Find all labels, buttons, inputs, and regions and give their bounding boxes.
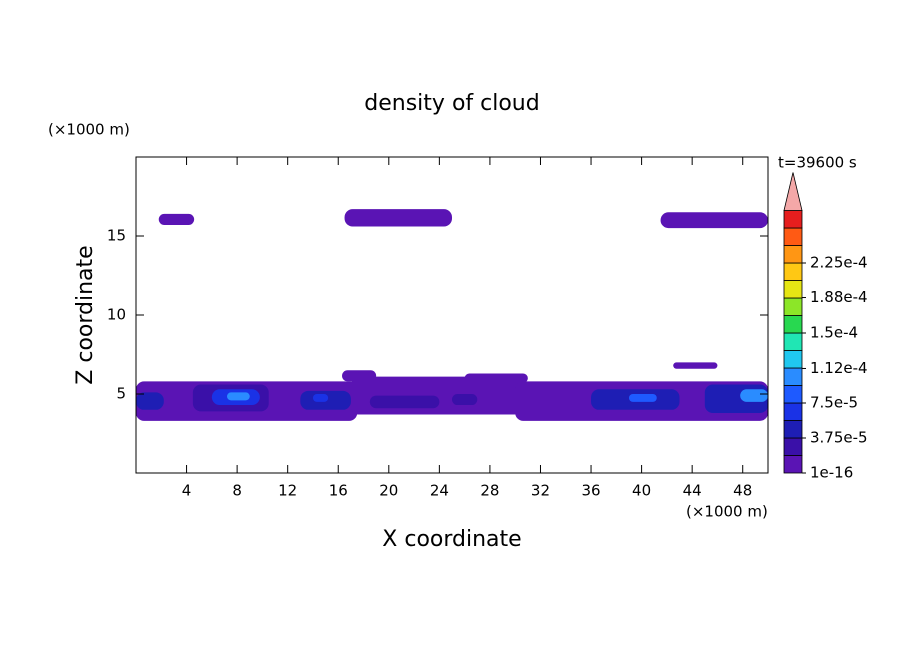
x-tick-label: 32 [531,482,550,500]
colorbar-label: 1.5e-4 [810,324,858,342]
colorbar-label: 7.5e-5 [810,394,858,412]
cloud-region [660,212,768,229]
colorbar-box [783,210,803,229]
x-tick-label: 20 [379,482,398,500]
y-tick-label: 10 [107,306,126,324]
colorbar-box [783,245,803,264]
x-tick-label: 36 [581,482,600,500]
contour-field [136,209,768,421]
colorbar-box [783,315,803,334]
colorbar-label: 1e-16 [810,464,853,482]
colorbar-label: 2.25e-4 [810,254,868,272]
y-unit: (×1000 m) [48,121,130,139]
colorbar-box [783,455,803,474]
x-tick-label: 24 [430,482,449,500]
cloud-region [628,394,657,402]
colorbar-box [783,262,803,281]
y-tick-label: 15 [107,227,126,245]
colorbar-label: 1.12e-4 [810,359,868,377]
colorbar-box [783,280,803,299]
x-tick-label: 16 [329,482,348,500]
cloud-region [136,392,164,410]
colorbar-label: 1.88e-4 [810,288,868,306]
colorbar-box [783,420,803,439]
cloud-region [342,370,377,382]
colorbar-box [783,350,803,369]
x-tick-label: 12 [278,482,297,500]
time-label: t=39600 s [778,154,857,172]
colorbar-box [783,402,803,421]
y-tick-label: 5 [116,385,126,403]
x-axis-label: X coordinate [382,527,521,552]
cloud-region [369,395,440,409]
plot-frame [135,156,769,474]
colorbar-box [783,367,803,386]
colorbar-extend [783,172,803,211]
cloud-region [464,373,528,383]
x-tick-label: 4 [182,482,192,500]
cloud-region [158,213,195,225]
x-tick-label: 48 [733,482,752,500]
colorbar-box [783,437,803,456]
cloud-region [452,394,478,406]
cloud-region [740,389,768,402]
y-axis-label: Z coordinate [73,245,98,384]
cloud-region [312,394,329,402]
cloud-region [673,362,718,369]
x-unit: (×1000 m) [686,503,768,521]
x-tick-label: 28 [480,482,499,500]
colorbar-box [783,297,803,316]
x-tick-label: 40 [632,482,651,500]
cloud-region [344,209,452,227]
colorbar-box [783,332,803,351]
chart-title: density of cloud [364,91,539,116]
colorbar-box [783,385,803,404]
colorbar-label: 3.75e-5 [810,429,868,447]
x-tick-label: 44 [683,482,702,500]
colorbar-box [783,227,803,246]
x-tick-label: 8 [232,482,242,500]
cloud-region [227,392,250,401]
